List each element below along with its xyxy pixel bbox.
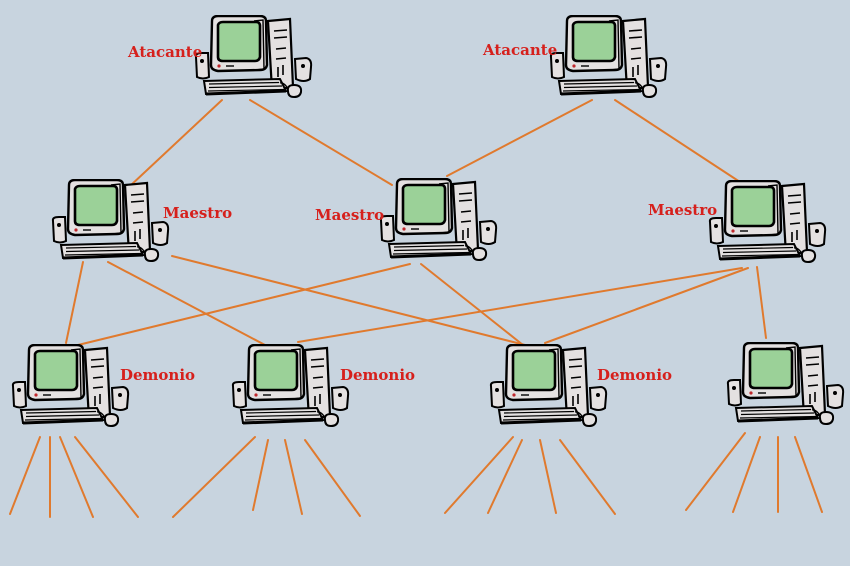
link-master_2-daemon_3	[420, 263, 524, 346]
daemon-label: Demonio	[120, 366, 195, 384]
attacker-node-1: Atacante	[127, 15, 313, 99]
computer-icon	[708, 180, 827, 264]
attacker-label: Atacante	[127, 43, 202, 61]
computer-icon	[379, 178, 498, 262]
link-master_1-daemon_2	[107, 261, 266, 346]
computer-icon	[11, 344, 130, 428]
fanout-line	[487, 439, 523, 514]
fanout-line	[284, 439, 303, 515]
daemon-label: Demonio	[340, 366, 415, 384]
link-attacker_1-master_2	[249, 99, 393, 186]
computer-icon	[51, 179, 170, 263]
fanout-line	[304, 439, 361, 517]
daemon-label: Demonio	[597, 366, 672, 384]
fanout-line	[9, 436, 41, 515]
connection-lines	[65, 99, 767, 346]
link-master_3-daemon_3	[544, 267, 749, 344]
computer-icon	[489, 344, 608, 428]
fanout-line	[444, 436, 514, 514]
link-master_3-daemon_4	[756, 266, 767, 339]
fanout-line	[172, 436, 256, 518]
master-node-3: Maestro	[648, 180, 827, 264]
daemon-node-3: Demonio	[489, 344, 672, 428]
attacker-node-2: Atacante	[482, 15, 668, 99]
master-label: Maestro	[315, 206, 384, 224]
computer-icon	[549, 15, 668, 99]
fanout-line	[59, 436, 94, 518]
fanout-lines	[9, 432, 823, 518]
fanout-line	[685, 432, 746, 511]
daemon-node-4	[726, 342, 845, 426]
link-master_2-daemon_1	[77, 263, 411, 346]
link-master_1-daemon_3	[171, 255, 526, 346]
fanout-line	[252, 439, 269, 511]
fanout-line	[732, 436, 761, 513]
computer-icon	[231, 344, 350, 428]
computer-icon	[726, 342, 845, 426]
link-master_1-daemon_1	[65, 261, 84, 344]
computer-icon	[194, 15, 313, 99]
fanout-line	[539, 439, 557, 514]
master-label: Maestro	[163, 204, 232, 222]
attacker-label: Atacante	[482, 41, 557, 59]
link-attacker_1-master_1	[129, 99, 223, 187]
fanout-line	[794, 436, 823, 513]
link-master_3-daemon_2	[297, 267, 743, 343]
link-attacker_2-master_2	[446, 99, 593, 177]
daemon-node-2: Demonio	[231, 344, 415, 428]
master-label: Maestro	[648, 201, 717, 219]
daemon-node-1: Demonio	[11, 344, 195, 428]
fanout-line	[559, 439, 616, 515]
master-node-2: Maestro	[315, 178, 498, 262]
link-attacker_2-master_3	[614, 99, 741, 183]
master-node-1: Maestro	[51, 179, 232, 263]
fanout-line	[74, 436, 139, 518]
